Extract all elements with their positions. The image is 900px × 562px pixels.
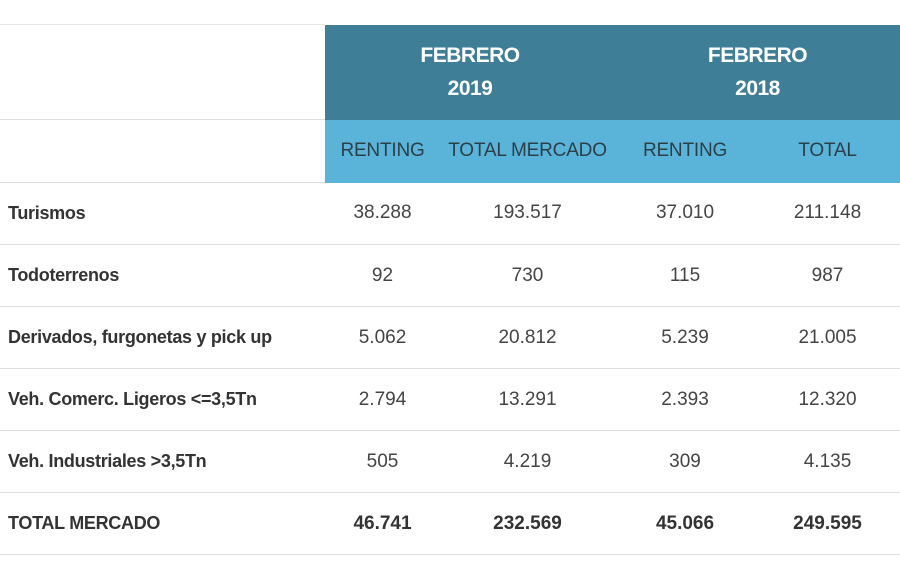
table-cell: 2.393: [615, 368, 755, 431]
group-header-year: 2019: [447, 77, 493, 100]
column-header: TOTAL MERCADO: [440, 119, 615, 183]
table-cell: 45.066: [615, 492, 755, 555]
row-label: Veh. Comerc. Ligeros <=3,5Tn: [0, 368, 325, 431]
row-label: Todoterrenos: [0, 244, 325, 307]
table-cell: 4.135: [755, 430, 900, 493]
table-row: Veh. Comerc. Ligeros <=3,5Tn 2.794 13.291 2…: [0, 368, 900, 431]
row-label: Derivados, furgonetas y pick up: [0, 306, 325, 369]
table-cell: 5.239: [615, 306, 755, 369]
group-header-2018: FEBRERO 2018: [615, 24, 900, 120]
table-cell: 5.062: [325, 306, 440, 369]
table-row: Turismos 38.288 193.517 37.010 211.148: [0, 182, 900, 245]
table-cell: 232.569: [440, 492, 615, 555]
column-header: TOTAL: [755, 119, 900, 183]
corner-cell: [0, 119, 325, 183]
table-cell: 211.148: [755, 182, 900, 245]
group-header-month: FEBRERO: [707, 44, 808, 67]
table-cell: 20.812: [440, 306, 615, 369]
table-row: Todoterrenos 92 730 115 987: [0, 244, 900, 307]
table-cell: 38.288: [325, 182, 440, 245]
table-cell: 4.219: [440, 430, 615, 493]
column-header-row: RENTING TOTAL MERCADO RENTING TOTAL: [0, 119, 900, 183]
group-header-year: 2018: [735, 77, 780, 100]
table-cell: 21.005: [755, 306, 900, 369]
table-total-row: TOTAL MERCADO 46.741 232.569 45.066 249.595: [0, 492, 900, 555]
table-cell: 987: [755, 244, 900, 307]
table-row: Derivados, furgonetas y pick up 5.062 20.8…: [0, 306, 900, 369]
row-label: Turismos: [0, 182, 325, 245]
table-cell: 92: [325, 244, 440, 307]
table-cell: 13.291: [440, 368, 615, 431]
market-table: FEBRERO 2019 FEBRERO 2018 RENTING TOTAL …: [0, 24, 900, 555]
group-header-row: FEBRERO 2019 FEBRERO 2018: [0, 24, 900, 120]
table-cell: 46.741: [325, 492, 440, 555]
table-cell: 2.794: [325, 368, 440, 431]
column-header: RENTING: [615, 119, 755, 183]
row-label: TOTAL MERCADO: [0, 492, 325, 555]
table-cell: 249.595: [755, 492, 900, 555]
table-cell: 193.517: [440, 182, 615, 245]
group-header-2019: FEBRERO 2019: [325, 24, 615, 120]
column-header: RENTING: [325, 119, 440, 183]
group-header-month: FEBRERO: [420, 44, 520, 67]
row-label: Veh. Industriales >3,5Tn: [0, 430, 325, 493]
table-cell: 12.320: [755, 368, 900, 431]
table-row: Veh. Industriales >3,5Tn 505 4.219 309 4.135: [0, 430, 900, 493]
table-cell: 309: [615, 430, 755, 493]
table-cell: 505: [325, 430, 440, 493]
table-body: Turismos 38.288 193.517 37.010 211.148 Todote…: [0, 182, 900, 555]
table-cell: 115: [615, 244, 755, 307]
corner-cell: [0, 24, 325, 120]
table-cell: 37.010: [615, 182, 755, 245]
table-cell: 730: [440, 244, 615, 307]
